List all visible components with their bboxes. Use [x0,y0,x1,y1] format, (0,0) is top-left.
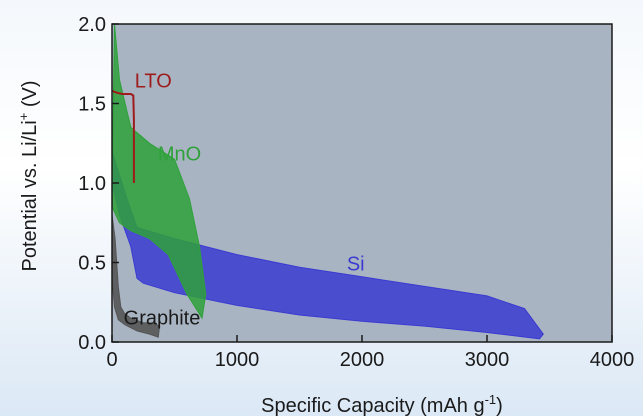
y-tick-label: 2.0 [78,14,106,36]
graphite-series-label: Graphite [124,308,201,330]
x-tick-label: 1000 [215,349,260,371]
si-series-label: Si [347,253,365,275]
lto-series-line [111,89,135,183]
y-axis-label: Potential vs. Li/Li+ (V) [16,80,41,271]
series-labels: Si MnO Graphite LTO [124,71,365,330]
mno-series-label: MnO [158,144,201,166]
lto-series-label: LTO [135,71,172,93]
x-tick-label: 3000 [465,349,510,371]
y-tick-label: 1.0 [78,173,106,195]
y-tick-label: 1.5 [78,94,106,116]
x-axis-label: Specific Capacity (mAh g-1) [261,392,503,416]
mno-series-area [111,23,207,320]
x-tick-label: 4000 [590,349,635,371]
plot-area [111,23,613,343]
y-tick-label: 0.0 [78,332,106,354]
x-tick-label: 0 [106,349,117,371]
axis-ticks: 0 1000 2000 3000 4000 0.0 0.5 1.0 1.5 2.0 [78,14,634,371]
x-tick-label: 2000 [340,349,385,371]
si-series-area [111,151,544,340]
graphite-series-area [111,214,161,338]
y-tick-label: 0.5 [78,253,106,275]
